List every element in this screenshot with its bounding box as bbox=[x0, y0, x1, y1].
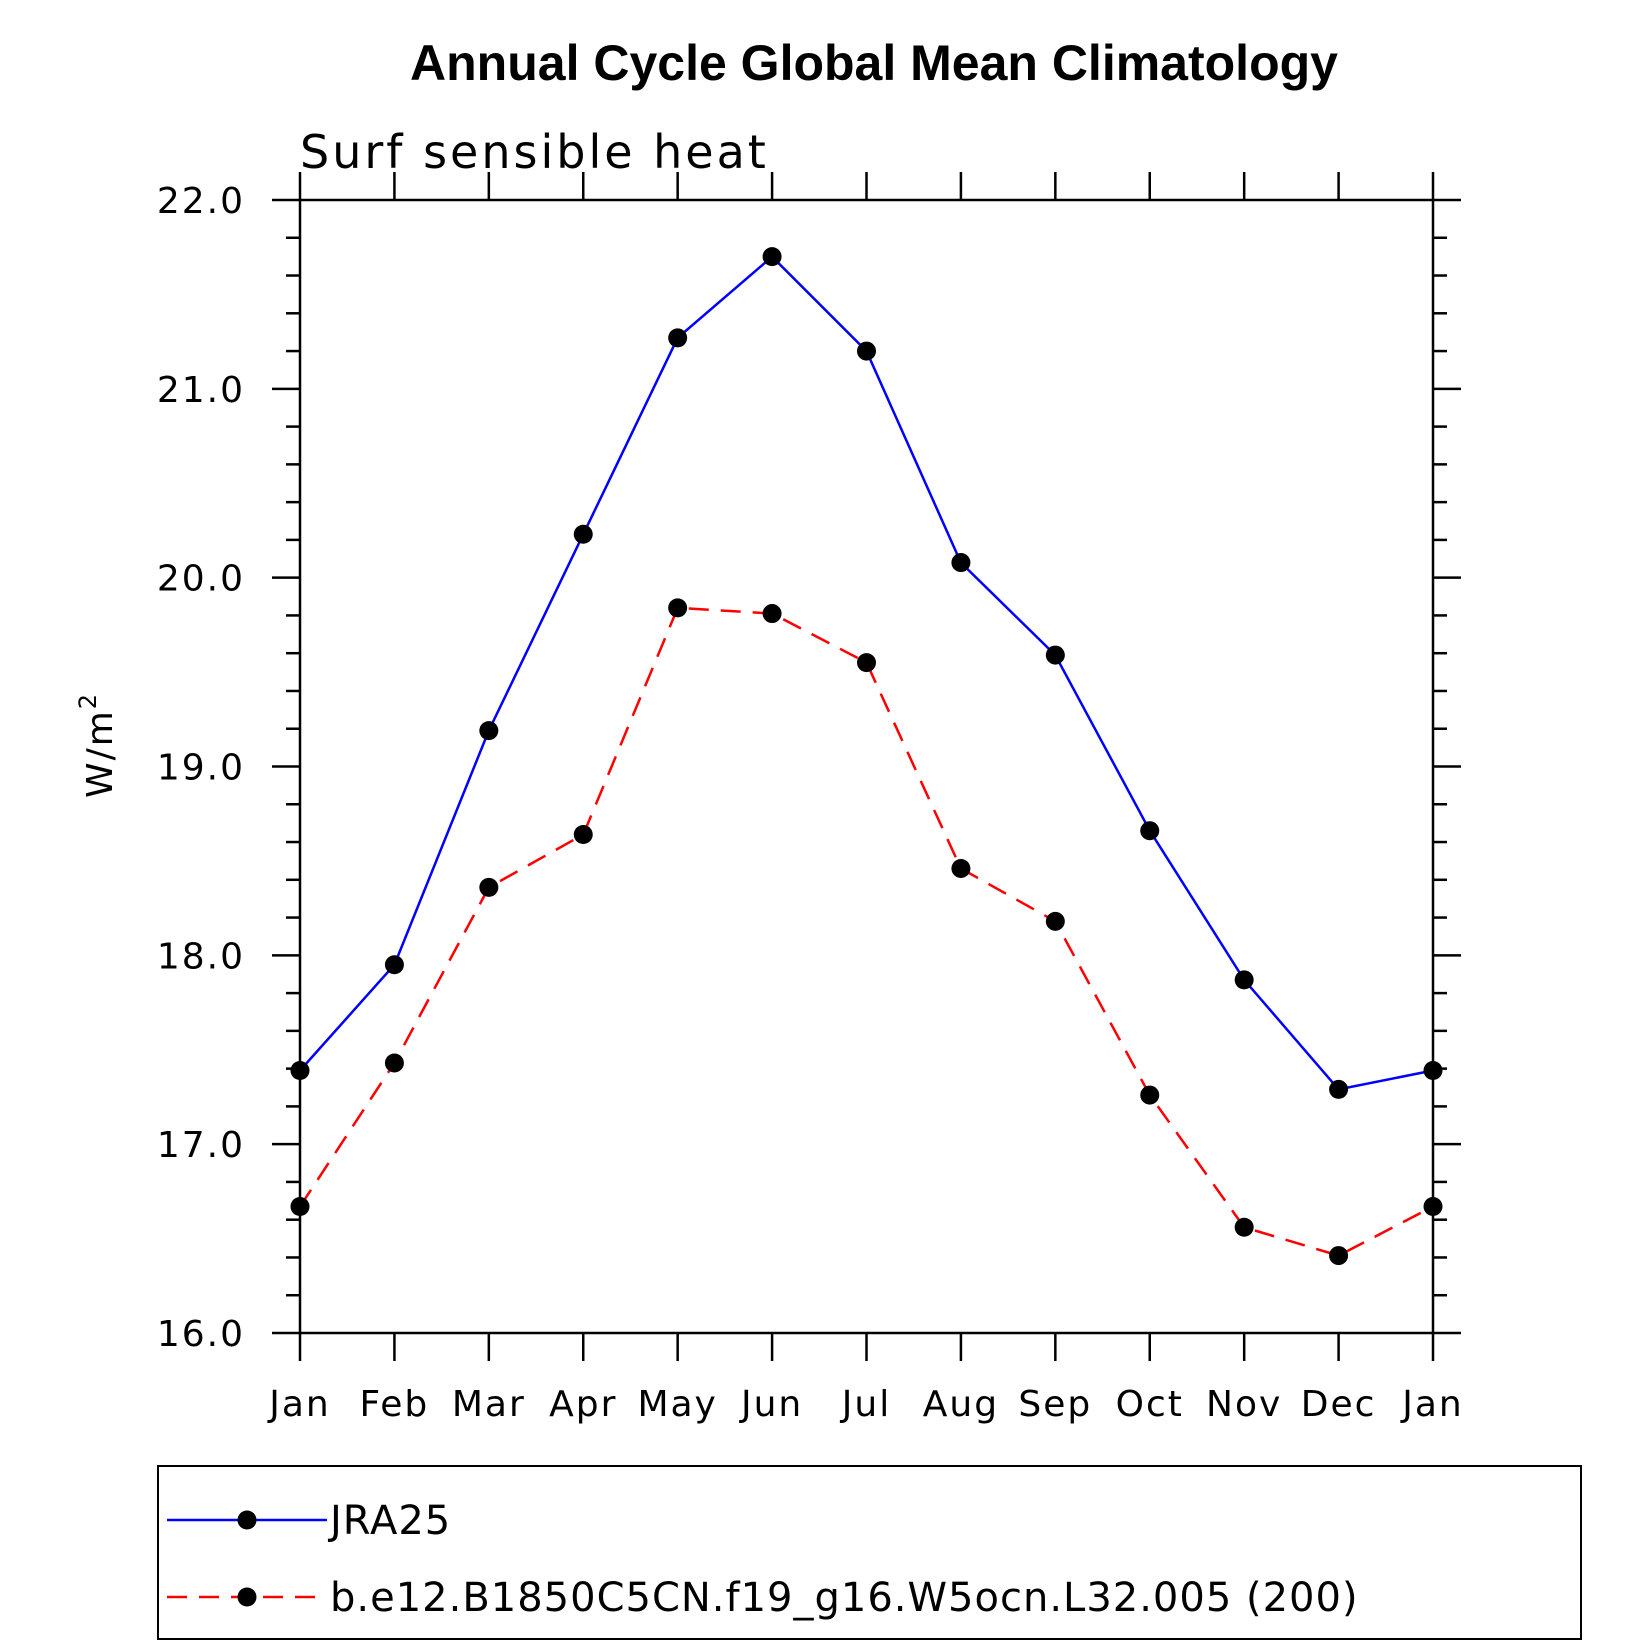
chart-title: Annual Cycle Global Mean Climatology bbox=[410, 35, 1338, 91]
x-axis: Jan Feb Mar Apr May Jun Jul Aug Sep Oct Nov Dec Jan bbox=[267, 172, 1464, 1425]
series-1-point bbox=[573, 524, 593, 544]
legend-label-1: JRA25 bbox=[327, 1498, 451, 1544]
x-tick-label: Aug bbox=[923, 1384, 999, 1425]
series-2-point bbox=[479, 877, 499, 897]
series-1-point bbox=[479, 721, 499, 741]
y-axis-label-base: W/m bbox=[80, 709, 121, 798]
series-2-point bbox=[668, 598, 688, 618]
x-tick-label: Mar bbox=[452, 1384, 526, 1425]
series-line-1 bbox=[299, 254, 1434, 1091]
y-axis: 16.0 17.0 18.0 19.0 20.0 21.0 22.0 bbox=[157, 181, 1461, 1355]
legend-label-2: b.e12.B1850C5CN.f19_g16.W5ocn.L32.005 (2… bbox=[330, 1575, 1359, 1621]
legend-marker-1 bbox=[237, 1510, 257, 1530]
series-1-point bbox=[384, 955, 404, 975]
x-tick-label: Jan bbox=[267, 1384, 331, 1425]
svg-text:W/m2: W/m2 bbox=[74, 692, 121, 798]
series-1-point bbox=[762, 247, 782, 267]
series-1-point bbox=[1329, 1079, 1349, 1099]
y-tick-label: 20.0 bbox=[157, 559, 245, 600]
legend-box bbox=[157, 1465, 1582, 1640]
x-tick-label: Sep bbox=[1018, 1384, 1092, 1425]
series-2-point bbox=[762, 604, 782, 624]
series-2-point bbox=[1234, 1217, 1254, 1237]
x-tick-label: Jan bbox=[1400, 1384, 1464, 1425]
series-2-point bbox=[1423, 1196, 1443, 1216]
y-tick-label: 22.0 bbox=[157, 181, 245, 222]
x-tick-label: May bbox=[637, 1384, 717, 1425]
series-1-point bbox=[1140, 821, 1160, 841]
chart-subtitle: Surf sensible heat bbox=[300, 125, 769, 179]
x-tick-label: Apr bbox=[549, 1384, 617, 1425]
series-2-point bbox=[1329, 1246, 1349, 1266]
legend: JRA25 b.e12.B1850C5CN.f19_g16.W5ocn.L32.0… bbox=[167, 1498, 1359, 1621]
series-1-point bbox=[1045, 645, 1065, 665]
series-1-point bbox=[668, 328, 688, 348]
y-tick-label: 18.0 bbox=[157, 936, 245, 977]
series-line-2 bbox=[298, 606, 1434, 1257]
y-axis-label-superscript: 2 bbox=[74, 692, 102, 709]
series-1-point bbox=[951, 553, 971, 573]
y-tick-label: 17.0 bbox=[157, 1125, 245, 1166]
x-tick-label: Feb bbox=[360, 1384, 430, 1425]
series-layer bbox=[290, 247, 1443, 1266]
series-1-point bbox=[1234, 970, 1254, 990]
y-tick-label: 21.0 bbox=[157, 370, 245, 411]
x-tick-label: Oct bbox=[1116, 1384, 1184, 1425]
series-2-point bbox=[857, 653, 876, 673]
series-2-point bbox=[1045, 911, 1065, 931]
y-tick-label: 16.0 bbox=[157, 1314, 245, 1355]
x-tick-label: Dec bbox=[1301, 1384, 1377, 1425]
series-2-point bbox=[573, 824, 593, 844]
series-2-point bbox=[290, 1196, 310, 1216]
series-2-point bbox=[1140, 1085, 1160, 1105]
y-axis-label: W/m2 bbox=[74, 692, 121, 798]
series-2-point bbox=[951, 858, 971, 878]
series-1-point bbox=[1423, 1061, 1443, 1081]
y-tick-label: 19.0 bbox=[157, 748, 245, 789]
x-tick-label: Jul bbox=[840, 1384, 891, 1425]
plot-frame bbox=[298, 198, 1435, 1335]
x-tick-label: Jun bbox=[739, 1384, 803, 1425]
series-1-point bbox=[290, 1061, 310, 1081]
series-1-point bbox=[857, 341, 876, 361]
x-tick-label: Nov bbox=[1206, 1384, 1282, 1425]
legend-marker-2 bbox=[237, 1587, 257, 1607]
series-2-point bbox=[384, 1053, 404, 1073]
